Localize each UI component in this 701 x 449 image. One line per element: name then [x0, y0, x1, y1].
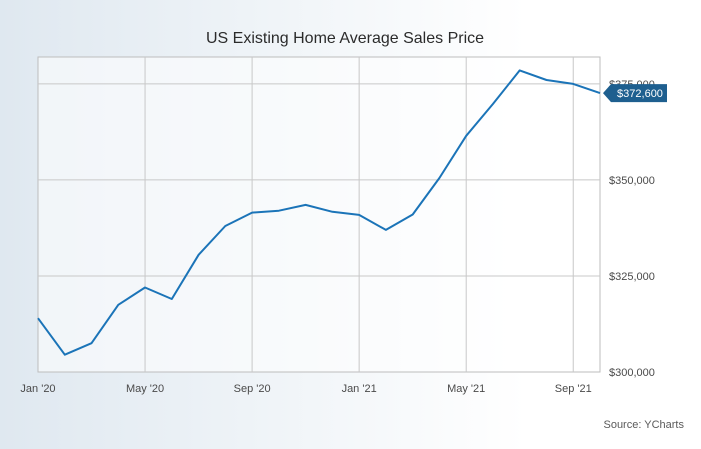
x-tick-label: Sep '21 [555, 383, 592, 395]
last-value-label: $372,600 [617, 88, 663, 100]
last-value-badge [603, 84, 667, 103]
plot-area [37, 56, 601, 373]
x-tick-label: Sep '20 [234, 383, 271, 395]
x-tick-label: Jan '21 [342, 383, 377, 395]
y-tick-label: $350,000 [609, 175, 655, 187]
x-tick-label: May '21 [447, 383, 485, 395]
source-note: Source: YCharts [603, 419, 684, 431]
y-tick-label: $300,000 [609, 367, 655, 379]
series-line [37, 69, 601, 356]
chart-title: US Existing Home Average Sales Price [206, 30, 484, 47]
x-tick-label: Jan '20 [20, 383, 55, 395]
y-tick-label: $325,000 [609, 271, 655, 283]
x-tick-label: May '20 [126, 383, 164, 395]
